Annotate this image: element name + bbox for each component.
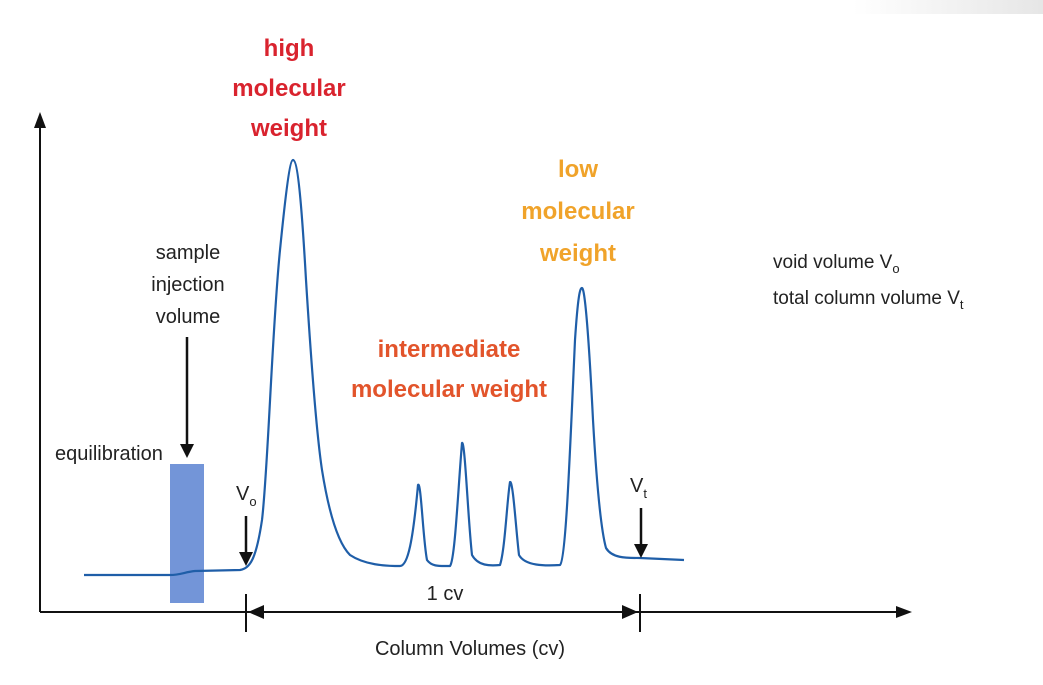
chromatogram-trace — [84, 158, 685, 577]
legend-total-volume-subscript: t — [960, 297, 964, 312]
legend-void-volume-subscript: o — [892, 261, 899, 276]
sample-label-line-1: sample — [156, 242, 220, 264]
void-arrow-head — [239, 552, 253, 566]
legend-void-volume-text: void volume V — [773, 252, 893, 273]
high-label-line-3: weight — [250, 115, 327, 142]
legend-total-column-volume: total column volume Vt — [773, 288, 964, 312]
high-label-line-2: molecular — [232, 75, 345, 102]
intermediate-label-line-1: intermediate — [378, 336, 521, 363]
injection-arrow-head — [180, 444, 194, 458]
sample-injection-box — [170, 464, 204, 603]
total-marker-label: Vt — [630, 475, 647, 501]
cv-span-arrow-left — [248, 605, 264, 619]
label-low-molecular-weight: low molecular weight — [521, 156, 634, 267]
label-high-molecular-weight: high molecular weight — [232, 35, 345, 142]
void-marker-letter: V — [236, 483, 250, 505]
legend-void-volume: void volume Vo — [773, 252, 900, 276]
low-label-line-2: molecular — [521, 198, 634, 225]
y-axis-arrowhead — [34, 112, 46, 128]
low-label-line-1: low — [558, 156, 598, 183]
legend: void volume Vo total column volume Vt — [773, 252, 964, 312]
label-sample-injection-volume: sample injection volume — [151, 242, 224, 328]
void-marker-label: Vo — [236, 483, 257, 509]
low-label-line-3: weight — [539, 240, 616, 267]
equilibration-label: equilibration — [55, 443, 163, 465]
corner-shade — [853, 0, 1043, 14]
total-marker-subscript: t — [643, 486, 647, 501]
cv-span-arrow-right — [622, 605, 638, 619]
sample-label-line-3: volume — [156, 306, 220, 328]
label-intermediate-molecular-weight: intermediate molecular weight — [351, 336, 547, 403]
legend-total-volume-text: total column volume V — [773, 288, 960, 309]
x-axis-arrowhead — [896, 606, 912, 618]
void-marker-subscript: o — [249, 494, 256, 509]
intermediate-label-line-2: molecular weight — [351, 376, 547, 403]
total-marker-letter: V — [630, 475, 644, 497]
total-arrow-head — [634, 544, 648, 558]
sample-label-line-2: injection — [151, 274, 224, 296]
one-cv-label: 1 cv — [427, 583, 464, 605]
x-axis-label: Column Volumes (cv) — [375, 638, 565, 660]
high-label-line-1: high — [264, 35, 315, 62]
